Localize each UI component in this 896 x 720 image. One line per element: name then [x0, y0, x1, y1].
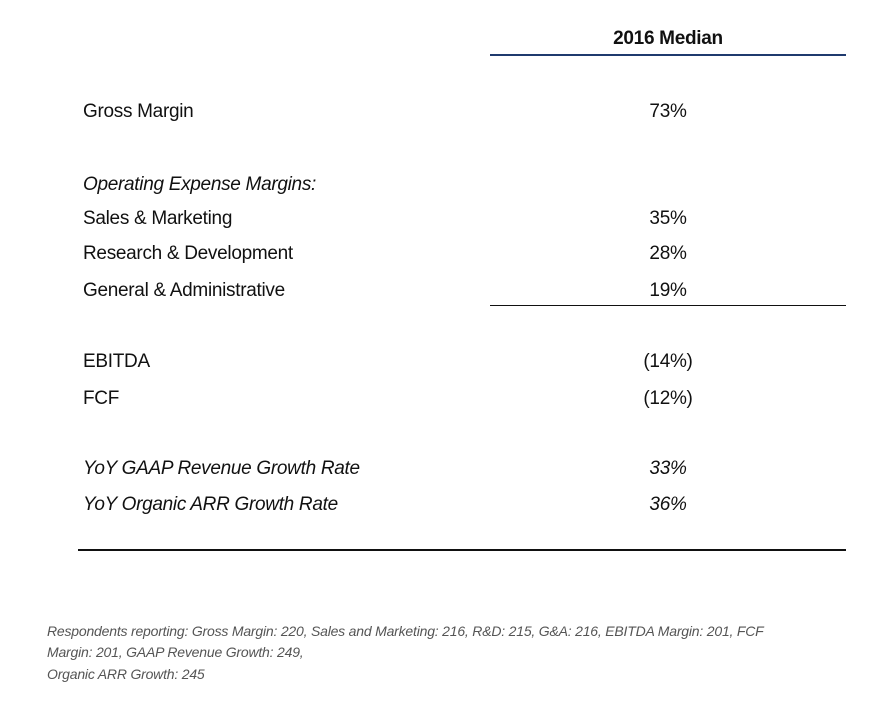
row-value: (12%)	[643, 388, 693, 409]
footnote: Respondents reporting: Gross Margin: 220…	[47, 623, 764, 639]
row-label: EBITDA	[83, 351, 150, 372]
row-label: Sales & Marketing	[83, 208, 233, 229]
column-header: 2016 Median	[613, 28, 723, 49]
row-value: 28%	[649, 243, 687, 264]
row-label: YoY Organic ARR Growth Rate	[83, 494, 338, 515]
row-value: 19%	[649, 280, 687, 301]
bottom-rule	[78, 549, 846, 551]
footnote: Organic ARR Growth: 245	[47, 666, 205, 682]
row-label: Research & Development	[83, 243, 293, 264]
row-value: 73%	[649, 101, 687, 122]
row-value: 33%	[649, 458, 687, 479]
row-value: 35%	[649, 208, 687, 229]
row-value: (14%)	[643, 351, 693, 372]
row-value: 36%	[649, 494, 687, 515]
subtotal-rule	[490, 305, 846, 306]
section-label: Operating Expense Margins:	[83, 174, 316, 195]
row-label: FCF	[83, 388, 120, 409]
row-label: YoY GAAP Revenue Growth Rate	[83, 458, 360, 479]
header-rule	[490, 54, 846, 56]
footnote: Margin: 201, GAAP Revenue Growth: 249,	[47, 644, 304, 660]
row-label: Gross Margin	[83, 101, 194, 122]
row-label: General & Administrative	[83, 280, 285, 301]
